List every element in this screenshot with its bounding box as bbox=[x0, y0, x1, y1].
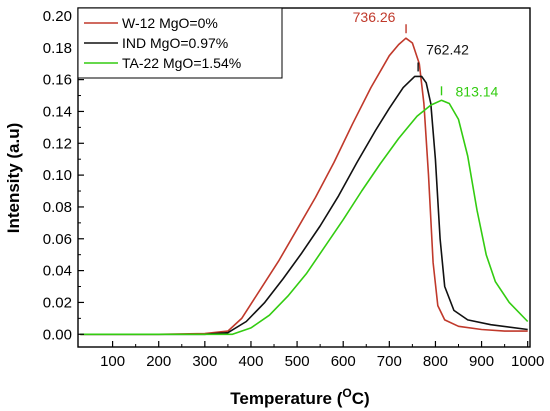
x-tick-label: 100 bbox=[100, 353, 125, 370]
legend-label-2: TA-22 MgO=1.54% bbox=[122, 55, 241, 71]
legend: W-12 MgO=0% IND MgO=0.97% TA-22 MgO=1.54% bbox=[77, 7, 283, 79]
series-line-0 bbox=[80, 37, 528, 336]
y-tick-label: 0.16 bbox=[43, 72, 72, 89]
y-tick-label: 0.06 bbox=[43, 231, 72, 248]
peak-label-1: 762.42 bbox=[426, 41, 469, 57]
plot-frame bbox=[77, 7, 531, 348]
series-line-1 bbox=[80, 75, 528, 336]
legend-label-0: W-12 MgO=0% bbox=[122, 15, 218, 31]
series-line-2 bbox=[80, 99, 529, 336]
y-axis-title: Intensity (a.u) bbox=[4, 123, 23, 234]
y-tick-label: 0.02 bbox=[43, 294, 72, 311]
x-tick-label: 400 bbox=[238, 353, 263, 370]
x-tick-label: 800 bbox=[423, 353, 448, 370]
x-tick-label: 1000 bbox=[511, 353, 544, 370]
y-tick-label: 0.12 bbox=[43, 135, 72, 152]
x-tick-label: 300 bbox=[192, 353, 217, 370]
x-tick-label: 600 bbox=[331, 353, 356, 370]
peak-label-2: 813.14 bbox=[456, 83, 499, 99]
y-tick-label: 0.08 bbox=[43, 199, 72, 216]
y-tick-label: 0.14 bbox=[43, 103, 72, 120]
x-tick-label: 700 bbox=[377, 353, 402, 370]
y-tick-label: 0.00 bbox=[43, 326, 72, 343]
x-tick-label: 200 bbox=[146, 353, 171, 370]
y-tick-label: 0.10 bbox=[43, 167, 72, 184]
legend-label-1: IND MgO=0.97% bbox=[122, 35, 228, 51]
y-tick-label: 0.04 bbox=[43, 263, 72, 280]
x-axis-title: Temperature (OC) bbox=[230, 386, 369, 408]
peak-label-0: 736.26 bbox=[353, 9, 396, 25]
y-tick-label: 0.20 bbox=[43, 8, 72, 25]
x-tick-label: 500 bbox=[285, 353, 310, 370]
y-tick-label: 0.18 bbox=[43, 40, 72, 57]
x-tick-label: 900 bbox=[469, 353, 494, 370]
